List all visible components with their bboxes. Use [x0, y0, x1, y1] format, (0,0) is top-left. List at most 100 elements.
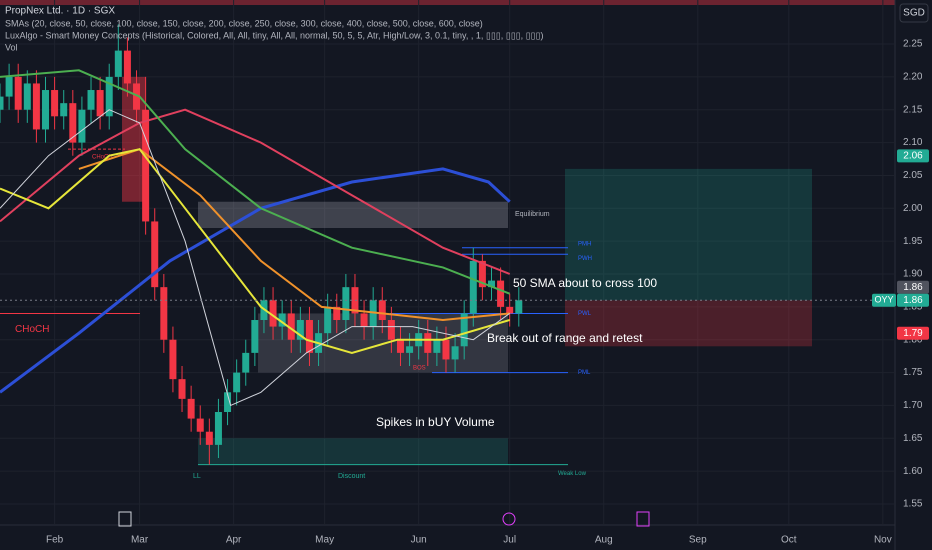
candle-body: [515, 300, 523, 314]
candle-body: [69, 103, 77, 143]
earnings-icon[interactable]: [636, 511, 650, 527]
candle-body: [378, 300, 386, 321]
price-tag-label: 1.86: [903, 295, 923, 306]
annotation: 50 SMA about to cross 100: [513, 276, 657, 290]
candle-body: [224, 392, 232, 413]
price-tag-label: 2.06: [903, 151, 923, 162]
level-label: PML: [578, 370, 591, 376]
candle-body: [287, 313, 295, 340]
y-tick-label: 1.65: [903, 433, 923, 444]
candle-body: [360, 313, 368, 327]
candle-body: [114, 50, 122, 77]
y-tick-label: 1.90: [903, 269, 923, 280]
sma-line: [0, 167, 511, 394]
candle-body: [296, 320, 304, 340]
y-tick-label: 1.80: [903, 334, 923, 345]
y-tick-label: 1.60: [903, 466, 923, 477]
candle-body: [396, 339, 404, 353]
price-tag: [897, 280, 929, 294]
level-label: PWH: [578, 256, 592, 262]
candle-body: [433, 339, 441, 353]
candle-body: [123, 50, 131, 84]
level-label: PMH: [578, 241, 591, 247]
candle-body: [142, 109, 150, 222]
x-tick-label: Mar: [131, 535, 149, 546]
candle-body: [442, 339, 450, 360]
candle-body: [42, 90, 50, 130]
level-label: PWL: [578, 311, 592, 317]
y-tick-label: 2.05: [903, 170, 923, 181]
candle-body: [460, 313, 468, 347]
level-label: Weak Low: [558, 471, 587, 477]
top-zone: [0, 0, 895, 5]
annotation: Equilibrium: [515, 211, 550, 218]
candle-body: [196, 418, 204, 432]
y-tick-label: 1.70: [903, 400, 923, 411]
price-tag-label: 1.79: [903, 328, 923, 339]
y-tick-label: 1.85: [903, 302, 923, 313]
candle-body: [0, 96, 4, 110]
sma-line: [0, 148, 510, 354]
candle-body: [351, 287, 359, 314]
currency-box[interactable]: [899, 3, 929, 23]
candle-body: [160, 287, 168, 340]
candle-body: [324, 306, 332, 334]
candle-body: [51, 90, 59, 117]
y-tick-label: 2.15: [903, 104, 923, 115]
candle-body: [96, 90, 104, 117]
candle-body: [342, 287, 350, 321]
symbol-tag-label: OYY: [874, 295, 893, 305]
x-tick-label: Jul: [503, 535, 516, 546]
candle-body: [269, 300, 277, 327]
indicator-legend: LuxAlgo - Smart Money Concepts (Historic…: [5, 30, 543, 40]
candle-body: [32, 83, 40, 130]
candle-body: [133, 83, 141, 110]
annotation: Break out of range and retest: [487, 331, 643, 345]
candle-body: [242, 352, 250, 373]
chart-title: PropNex Ltd. · 1D · SGX: [5, 6, 115, 17]
earnings-icon[interactable]: [118, 511, 132, 527]
candle-body: [333, 306, 341, 321]
symbol-tag: [872, 293, 896, 307]
y-tick-label: 2.25: [903, 39, 923, 50]
dividend-icon[interactable]: [502, 512, 516, 526]
indicator-legend: Vol: [5, 42, 18, 52]
price-tag-label: 1.86: [903, 282, 923, 293]
zone: [565, 168, 812, 301]
candle-body: [178, 379, 186, 399]
candle-body: [187, 398, 195, 419]
x-tick-label: Feb: [46, 535, 64, 546]
x-tick-label: Oct: [781, 535, 797, 546]
x-tick-label: Apr: [226, 535, 242, 546]
y-tick-label: 2.00: [903, 203, 923, 214]
zone: [198, 438, 508, 465]
candle-body: [406, 346, 414, 353]
candle-body: [169, 339, 177, 380]
candle-body: [87, 90, 95, 110]
candle-body: [105, 76, 113, 117]
indicator-legend: SMAs (20, close, 50, close, 100, close, …: [5, 18, 483, 28]
y-tick-label: 1.75: [903, 367, 923, 378]
candle-body: [305, 320, 313, 353]
price-tag: [897, 326, 929, 340]
candle-body: [78, 109, 86, 143]
y-tick-label: 2.20: [903, 72, 923, 83]
candle-body: [233, 372, 241, 393]
level-label: CHoCH: [15, 324, 49, 335]
candle-body: [5, 76, 13, 97]
sma-line: [0, 69, 511, 295]
candle-body: [478, 260, 486, 288]
price-tag: [897, 293, 929, 307]
candle-body: [369, 300, 377, 327]
x-tick-label: Aug: [595, 535, 613, 546]
candle-body: [487, 280, 495, 288]
x-tick-label: Sep: [689, 535, 707, 546]
candle-body: [497, 280, 505, 307]
zone: [565, 300, 812, 347]
plot: PMH PWH PWL PML CHoCH CHoCH Weak Low 50 SMA abo…: [0, 0, 895, 525]
annotation: Discount: [338, 473, 365, 480]
candle-body: [214, 412, 222, 445]
price-tag: [897, 149, 929, 163]
candle-body: [278, 313, 286, 327]
